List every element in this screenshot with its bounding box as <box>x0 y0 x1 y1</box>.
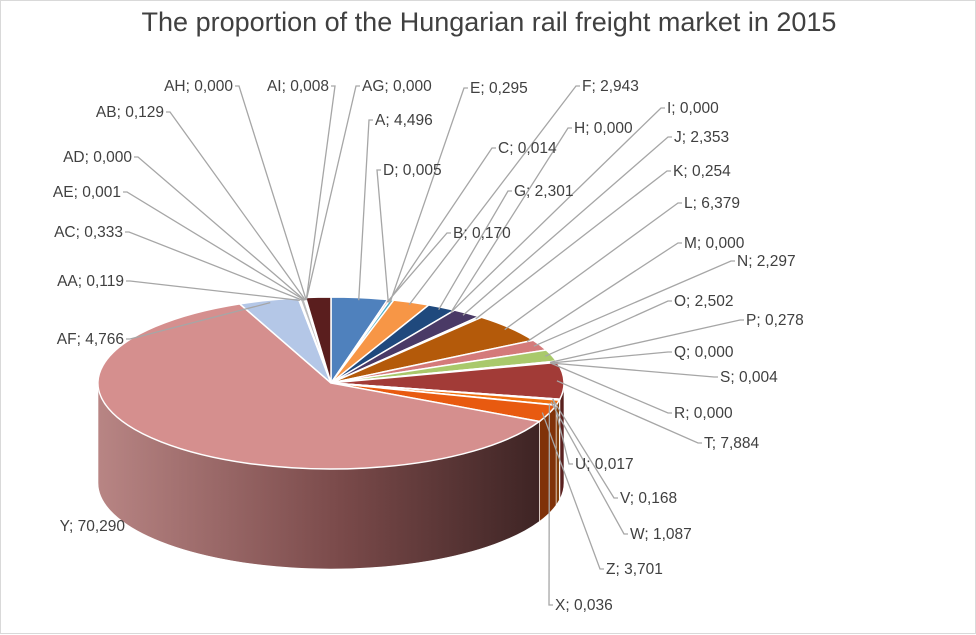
data-label-P: P; 0,278 <box>746 312 804 329</box>
leader-line-I <box>451 108 665 312</box>
data-label-V: V; 0,168 <box>620 490 677 507</box>
leader-line-Q <box>550 352 672 363</box>
data-label-AH: AH; 0,000 <box>164 78 233 95</box>
leader-line-R <box>550 363 672 413</box>
data-label-X: X; 0,036 <box>555 597 613 614</box>
data-label-AB: AB; 0,129 <box>96 104 164 121</box>
data-label-R: R; 0,000 <box>674 405 733 422</box>
data-label-W: W; 1,087 <box>630 526 692 543</box>
leader-line-AB <box>166 112 305 300</box>
slice-side-Z <box>539 405 556 521</box>
data-label-AD: AD; 0,000 <box>63 149 132 166</box>
data-label-AE: AE; 0,001 <box>53 184 121 201</box>
leader-line-L <box>505 203 682 330</box>
data-label-S: S; 0,004 <box>720 369 778 386</box>
leader-line-D <box>377 170 388 302</box>
data-label-Z: Z; 3,701 <box>606 561 663 578</box>
data-label-J: J; 2,353 <box>674 129 729 146</box>
data-label-C: C; 0,014 <box>498 140 557 157</box>
leader-line-AH <box>235 86 306 300</box>
data-label-O: O; 2,502 <box>674 293 733 310</box>
data-label-U: U; 0,017 <box>575 456 634 473</box>
leader-line-AG <box>306 86 360 300</box>
data-label-Y: Y; 70,290 <box>60 518 126 535</box>
pie-slices <box>98 297 564 469</box>
data-label-N: N; 2,297 <box>737 253 796 270</box>
data-label-M: M; 0,000 <box>684 235 745 252</box>
data-label-Q: Q; 0,000 <box>674 344 734 361</box>
data-label-A: A; 4,496 <box>375 112 433 129</box>
data-label-D: D; 0,005 <box>383 162 442 179</box>
data-label-L: L; 6,379 <box>684 195 740 212</box>
leader-line-O <box>545 301 672 356</box>
data-label-AI: AI; 0,008 <box>267 78 329 95</box>
data-label-H: H; 0,000 <box>574 120 633 137</box>
data-label-AG: AG; 0,000 <box>362 78 432 95</box>
data-label-AF: AF; 4,766 <box>57 331 124 348</box>
data-label-I: I; 0,000 <box>667 100 719 117</box>
leader-line-AA <box>126 281 300 300</box>
data-label-E: E; 0,295 <box>470 80 528 97</box>
leader-line-A <box>359 120 373 300</box>
data-label-AA: AA; 0,119 <box>57 273 124 290</box>
data-label-F: F; 2,943 <box>582 78 639 95</box>
leader-line-AD <box>134 157 305 300</box>
data-label-T: T; 7,884 <box>704 435 760 452</box>
leader-line-G <box>439 191 512 310</box>
data-label-G: G; 2,301 <box>514 183 573 200</box>
data-label-AC: AC; 0,333 <box>54 224 123 241</box>
data-label-K: K; 0,254 <box>673 163 731 180</box>
leader-line-S <box>550 363 718 377</box>
data-label-B: B; 0,170 <box>453 225 511 242</box>
